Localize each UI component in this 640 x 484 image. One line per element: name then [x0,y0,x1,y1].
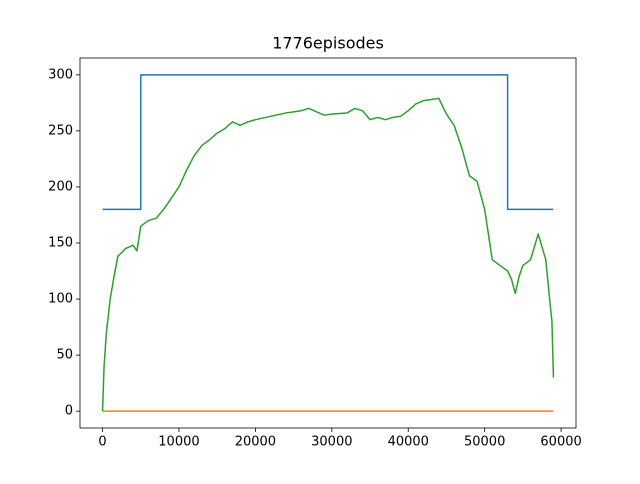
y-tick-label: 200 [48,179,73,194]
plot-frame [79,57,577,429]
y-tick-label: 300 [48,67,73,82]
x-tick-label: 30000 [311,435,352,450]
x-tick-label: 10000 [158,435,199,450]
x-tick-label: 40000 [388,435,429,450]
y-tick-label: 150 [48,236,73,251]
x-tick-label: 20000 [235,435,276,450]
x-tick-label: 0 [98,435,106,450]
x-tick-label: 60000 [540,435,581,450]
x-tick-label: 50000 [464,435,505,450]
y-tick-label: 100 [48,292,73,307]
y-tick-label: 0 [65,404,73,419]
data-line [102,74,554,211]
data-line [101,97,555,412]
chart-title: 1776episodes [272,34,384,53]
y-tick-label: 250 [48,123,73,138]
y-tick-label: 50 [56,348,73,363]
